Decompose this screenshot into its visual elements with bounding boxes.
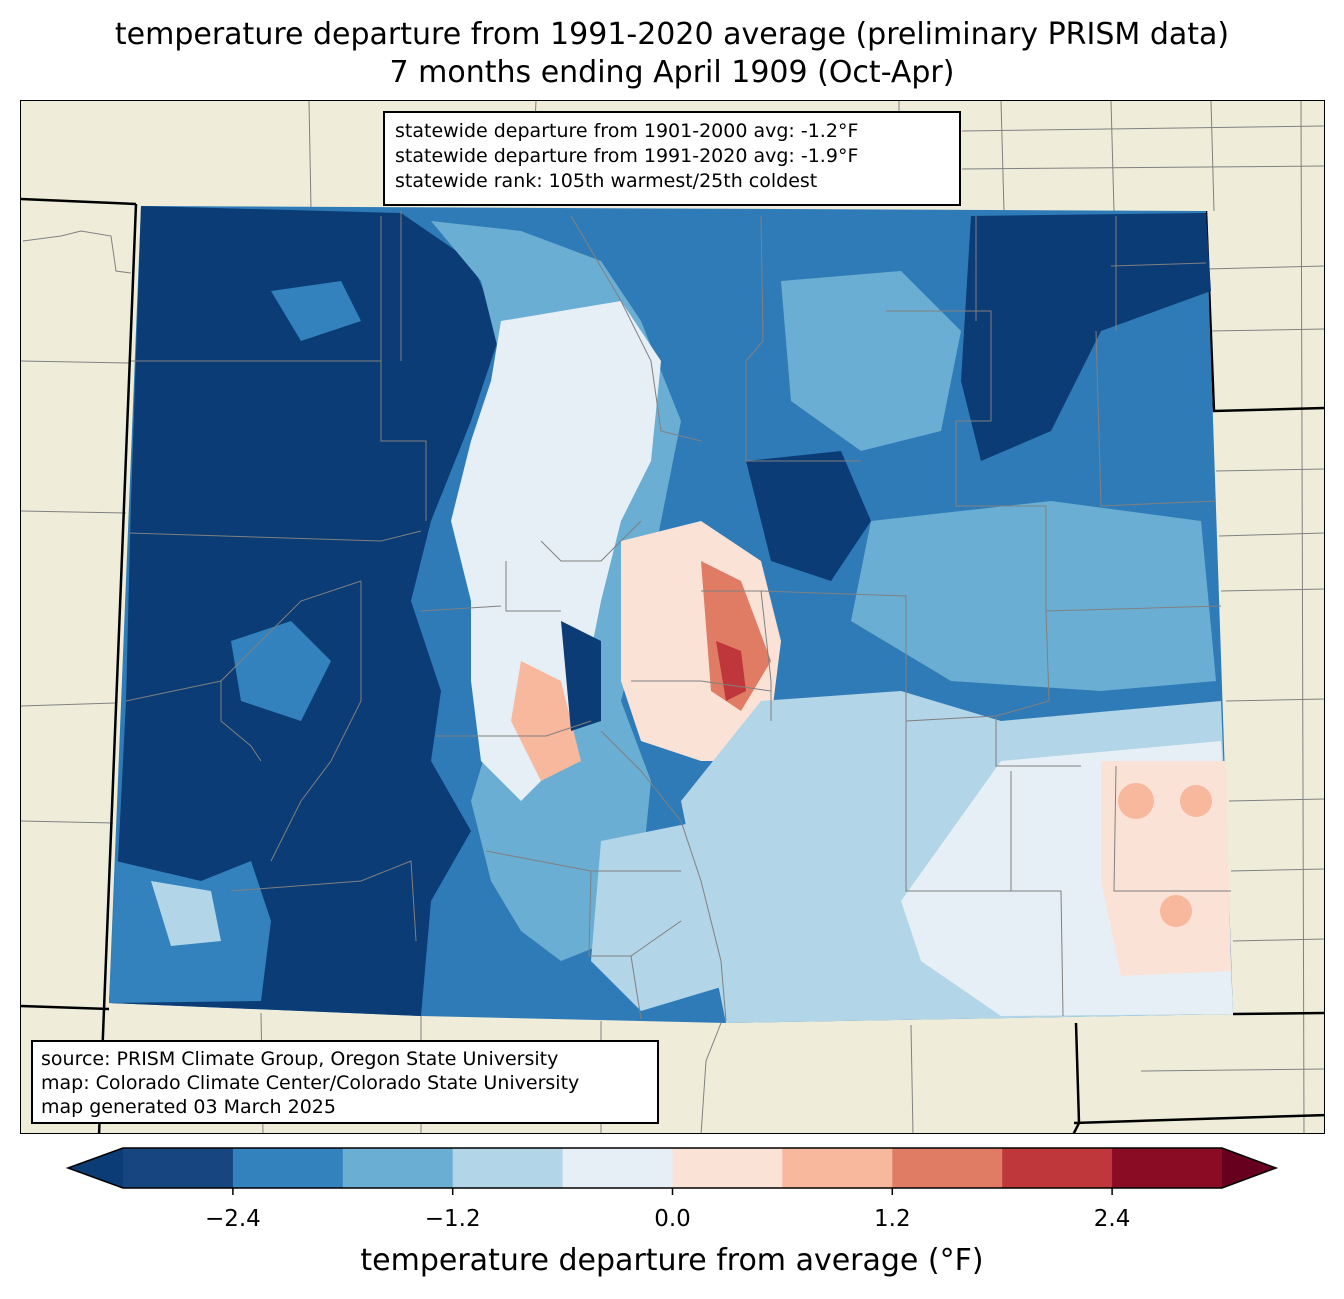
- colorbar-bin: [672, 1148, 783, 1188]
- statewide-stats-box: statewide departure from 1901-2000 avg: …: [383, 111, 961, 206]
- colorbar-tick-label: −2.4: [204, 1206, 261, 1232]
- colorbar-bin: [342, 1148, 454, 1188]
- stat-departure-1991-2020: statewide departure from 1991-2020 avg: …: [395, 145, 859, 167]
- colorbar-tick-label: −1.2: [424, 1206, 481, 1232]
- county-lines: [125, 211, 1231, 1022]
- source-box: source: PRISM Climate Group, Oregon Stat…: [31, 1040, 659, 1124]
- east-plains-mid: [851, 501, 1216, 691]
- se-warm-spot-2: [1180, 785, 1212, 817]
- mountain-warm-patch: [511, 661, 581, 781]
- map-panel: [20, 100, 1325, 1134]
- colorbar-bin: [1112, 1148, 1223, 1188]
- se-warm-spot-1: [1118, 783, 1154, 819]
- map-subtitle: 7 months ending April 1909 (Oct-Apr): [389, 55, 955, 90]
- colorbar-bin: [123, 1148, 234, 1188]
- colorbar-bin: [782, 1148, 893, 1188]
- north-plains-mid: [781, 271, 961, 451]
- colorbar-tick-label: 1.2: [874, 1206, 911, 1232]
- temperature-field: [109, 206, 1233, 1023]
- colorbar-extend-high: [1222, 1148, 1276, 1188]
- central-dark: [746, 451, 871, 581]
- colorbar-bin: [1002, 1148, 1113, 1188]
- south-valley-light: [591, 821, 761, 1011]
- colorbar-label: temperature departure from average (°F): [360, 1243, 984, 1278]
- northeast-dark: [961, 213, 1211, 461]
- colorbar-bin: [452, 1148, 564, 1188]
- colorbar-bin: [892, 1148, 1003, 1188]
- colorbar-outline: [65, 1147, 1279, 1189]
- colorbar-bin: [562, 1148, 673, 1188]
- southwest-light-patch: [151, 881, 221, 946]
- mountain-pale-band: [451, 301, 661, 801]
- colorado-map: [21, 101, 1324, 1133]
- stat-rank: statewide rank: 105th warmest/25th colde…: [395, 170, 818, 192]
- colorbar-bin: [232, 1148, 344, 1188]
- generated-date-line: map generated 03 March 2025: [41, 1096, 336, 1118]
- map-title: temperature departure from 1991-2020 ave…: [114, 17, 1230, 52]
- colorbar: [65, 1147, 1279, 1195]
- colorbar-tick-label: 0.0: [654, 1206, 691, 1232]
- west-cold-region: [109, 206, 501, 1016]
- se-warm-spot-3: [1160, 895, 1192, 927]
- west-mid-patch-2: [271, 281, 361, 341]
- source-line: source: PRISM Climate Group, Oregon Stat…: [41, 1048, 559, 1070]
- map-credit-line: map: Colorado Climate Center/Colorado St…: [41, 1072, 580, 1094]
- colorbar-tick-label: 2.4: [1093, 1206, 1131, 1232]
- stat-departure-1901-2000: statewide departure from 1901-2000 avg: …: [395, 120, 859, 142]
- mountain-cold-core: [561, 621, 601, 731]
- front-range-hot: [701, 561, 771, 711]
- colorbar-extend-low: [68, 1148, 123, 1188]
